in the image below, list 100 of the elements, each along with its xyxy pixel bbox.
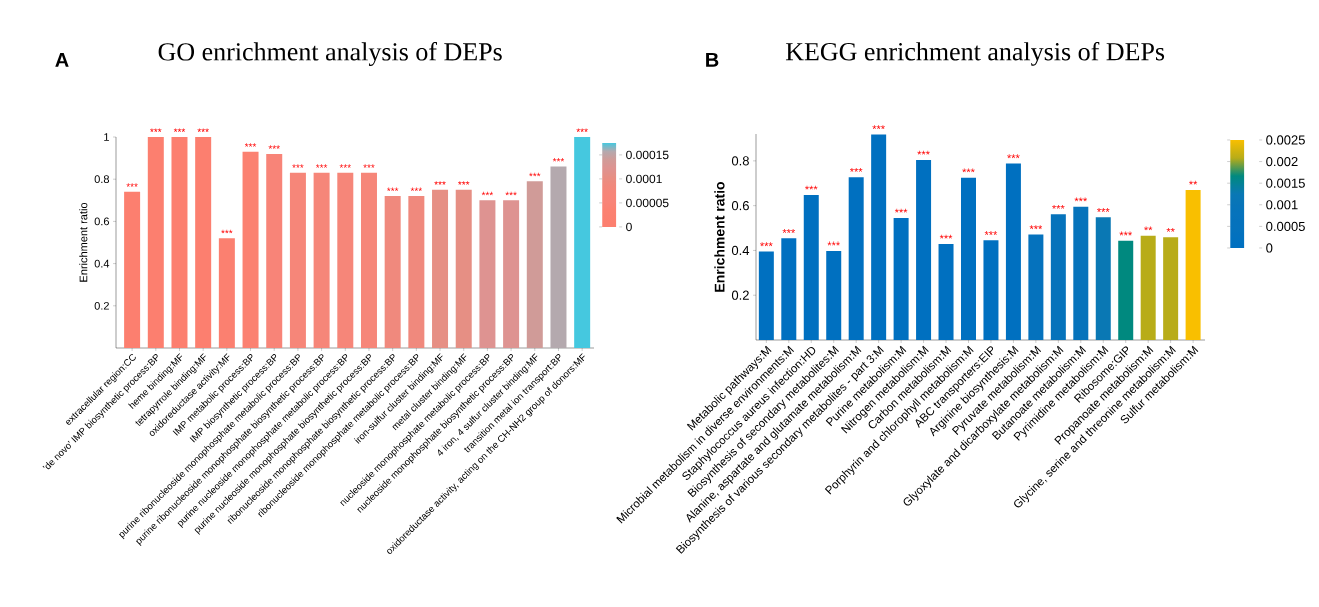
y-tick-label: 0.2 — [94, 301, 109, 310]
bar — [455, 189, 472, 348]
bar — [1163, 237, 1179, 340]
text: A — [55, 53, 69, 67]
data-label: ** — [1166, 227, 1175, 232]
bar — [266, 153, 283, 348]
bar — [938, 243, 954, 340]
bar — [432, 189, 449, 348]
bar — [960, 177, 976, 340]
data-label: ** — [1189, 180, 1198, 185]
bar — [758, 251, 774, 340]
data-label: *** — [576, 128, 588, 132]
bar — [983, 240, 999, 340]
bar — [526, 181, 543, 348]
bar — [1095, 217, 1111, 340]
bar — [408, 196, 425, 348]
y-tick-label: 1 — [104, 133, 109, 141]
data-label: *** — [984, 231, 998, 235]
bar — [826, 250, 842, 340]
bar — [384, 196, 401, 348]
y-tick-label: 0.6 — [731, 201, 749, 211]
data-label: *** — [481, 191, 494, 196]
bar — [871, 134, 887, 340]
y-tick-label: 0.8 — [94, 175, 109, 184]
bar — [337, 172, 354, 348]
data-label: *** — [805, 185, 818, 190]
data-label: *** — [1119, 231, 1132, 236]
color-bar-label: 0.002 — [1266, 156, 1298, 167]
text: B — [706, 52, 719, 67]
data-label: *** — [315, 164, 328, 168]
data-label: *** — [1074, 197, 1088, 202]
bar — [503, 200, 520, 348]
color-bar-label: 0.0015 — [1266, 178, 1305, 188]
data-label: *** — [917, 150, 930, 155]
data-label: *** — [849, 167, 863, 172]
y-axis-title: Enrichment ratio — [714, 181, 725, 292]
bar — [574, 137, 591, 348]
data-label: *** — [962, 168, 975, 173]
color-bar-label: 0.00005 — [626, 198, 669, 208]
data-label: *** — [268, 145, 280, 149]
color-bar-label: 0 — [626, 222, 632, 232]
data-label: *** — [197, 128, 209, 132]
data-label: *** — [872, 125, 885, 130]
y-tick-label: 0.4 — [94, 259, 110, 268]
bar — [1073, 206, 1089, 340]
bar — [1005, 163, 1021, 340]
y-tick-label: 0.8 — [731, 156, 749, 166]
data-label: *** — [505, 191, 517, 196]
data-label: *** — [410, 187, 423, 191]
data-label: *** — [1007, 154, 1020, 159]
bar — [147, 137, 164, 348]
data-label: *** — [458, 181, 470, 185]
bar — [848, 177, 864, 340]
bar — [124, 191, 141, 348]
y-axis-title: Enrichment ratio — [79, 202, 88, 282]
bar — [289, 172, 306, 348]
data-label: *** — [1052, 204, 1065, 209]
data-label: *** — [760, 242, 773, 247]
data-label: *** — [529, 172, 541, 177]
data-label: *** — [244, 143, 257, 147]
color-bar-label: 0.00015 — [626, 150, 669, 160]
data-label: *** — [894, 208, 908, 213]
bar — [360, 172, 377, 348]
y-tick-label: 0.4 — [731, 245, 750, 256]
data-label: *** — [434, 181, 446, 185]
color-bar-label: 0.001 — [1266, 200, 1298, 210]
y-tick-label: 0.2 — [731, 290, 749, 300]
data-label: *** — [1097, 208, 1110, 212]
data-label: *** — [363, 164, 375, 168]
bar — [1140, 235, 1156, 340]
data-label: *** — [292, 164, 304, 168]
color-bar-label: 0.0005 — [1266, 221, 1305, 231]
bar — [550, 166, 567, 348]
data-label: *** — [386, 187, 399, 191]
data-label: *** — [1029, 225, 1043, 230]
bar — [893, 217, 909, 340]
data-label: *** — [173, 128, 186, 132]
data-label: *** — [221, 229, 233, 234]
bar — [1118, 240, 1134, 340]
bar — [803, 194, 819, 340]
bar — [218, 238, 235, 348]
y-tick-label: 0.6 — [94, 217, 109, 226]
color-bar-label: 0 — [1266, 243, 1273, 253]
bar — [313, 172, 330, 348]
bar — [242, 151, 259, 348]
data-label: *** — [552, 157, 565, 162]
bar — [171, 137, 188, 348]
bar — [1050, 214, 1066, 340]
data-label: *** — [782, 229, 796, 233]
bar — [1028, 234, 1044, 340]
data-label: ** — [1144, 226, 1153, 231]
chart-title: GO enrichment analysis of DEPs — [158, 42, 502, 66]
data-label: *** — [939, 234, 953, 239]
chart-title: KEGG enrichment analysis of DEPs — [785, 41, 1165, 66]
color-bar-label: 0.0001 — [626, 174, 662, 184]
data-label: *** — [150, 128, 162, 132]
data-label: *** — [126, 183, 138, 187]
bar — [479, 200, 496, 348]
data-label: *** — [339, 164, 351, 168]
color-bar-label: 0.0025 — [1266, 135, 1305, 145]
